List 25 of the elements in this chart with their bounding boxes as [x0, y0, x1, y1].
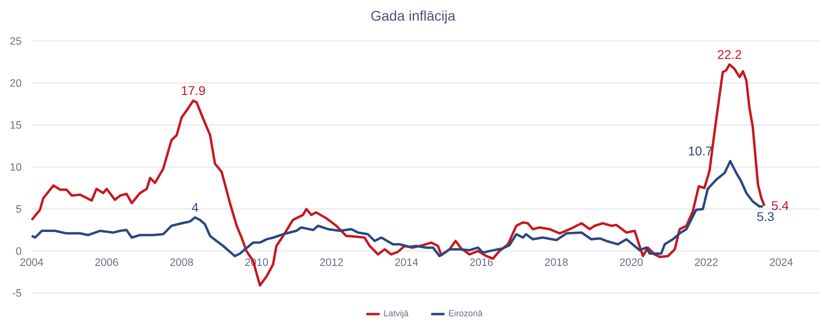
annotation: 4: [192, 203, 198, 212]
legend-label: Latvijā: [384, 310, 409, 318]
annotation: 5.4: [772, 201, 789, 210]
x-tick-label: 2004: [20, 258, 44, 266]
x-tick-label: 2016: [470, 258, 493, 266]
annotation: 17.9: [182, 86, 205, 96]
x-tick-label: 2022: [694, 258, 718, 266]
x-tick-label: 2020: [620, 258, 643, 266]
x-tick-label: 2006: [95, 258, 118, 266]
y-tick-label: 10: [10, 163, 22, 171]
y-tick-label: 15: [10, 121, 22, 129]
y-tick-label: 5: [16, 205, 22, 213]
x-tick-label: 2008: [170, 258, 193, 266]
legend-label: Eirozonā: [449, 310, 483, 316]
y-tick-label: 25: [10, 37, 22, 45]
y-tick-label: -5: [12, 289, 22, 297]
x-tick-label: 2014: [395, 258, 418, 266]
annotation: 5.3: [757, 212, 774, 222]
x-tick-label: 2012: [320, 258, 343, 266]
annotation: 22.2: [718, 50, 742, 59]
x-tick-label: 2018: [545, 258, 568, 266]
chart-title: Gada inflācija: [371, 10, 456, 24]
x-tick-label: 2024: [770, 258, 793, 266]
y-tick-label: 20: [10, 79, 22, 87]
y-tick-label: 0: [16, 247, 22, 255]
